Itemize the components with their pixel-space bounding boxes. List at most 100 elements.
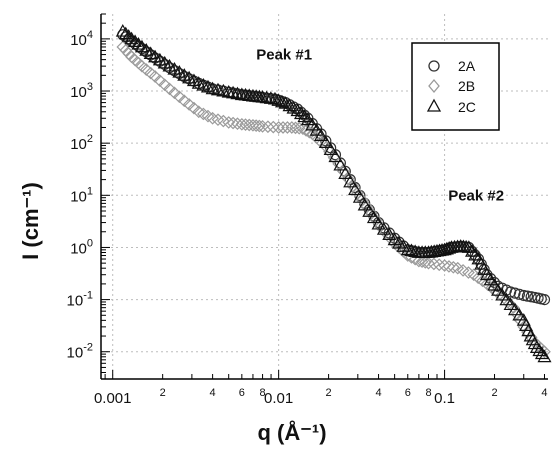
data-point (118, 26, 133, 40)
data-series (115, 24, 552, 363)
x-minor-tick-label: 4 (375, 387, 381, 399)
data-point (532, 343, 547, 357)
data-point (177, 94, 191, 108)
data-point (348, 182, 363, 196)
data-point (376, 222, 391, 235)
data-point (432, 258, 446, 272)
data-point (401, 249, 415, 262)
data-point (266, 120, 280, 134)
data-point (408, 244, 423, 258)
data-point (299, 124, 313, 137)
data-point (357, 197, 372, 211)
x-minor-tick-label: 6 (405, 387, 411, 399)
x-minor-tick-label: 8 (260, 387, 266, 399)
data-point (534, 346, 549, 360)
data-point (442, 241, 457, 254)
data-point (255, 90, 270, 103)
data-point (529, 340, 544, 354)
data-point (333, 157, 348, 171)
data-point (371, 216, 386, 230)
data-point (313, 128, 329, 141)
y-tick-label: 101 (70, 185, 93, 205)
x-tick-label: 0.01 (264, 390, 293, 407)
legend-entry-2b: 2B (428, 78, 475, 94)
data-point (418, 256, 432, 269)
data-point (491, 283, 506, 296)
y-tick-label: 104 (70, 29, 93, 49)
data-point (513, 288, 525, 300)
legend-circle-marker (428, 60, 440, 72)
legend-entry-2c: 2C (426, 98, 476, 115)
data-point (296, 122, 310, 135)
data-point (323, 142, 338, 156)
data-point (382, 227, 397, 240)
data-point (499, 292, 514, 306)
y-tick-label: 102 (70, 133, 93, 153)
legend: 2A 2B 2C (411, 42, 500, 131)
x-minor-tick-label: 2 (160, 387, 166, 399)
data-point (274, 94, 290, 108)
peak-1-annotation: Peak #1 (256, 47, 312, 64)
legend-label-2c: 2C (458, 99, 476, 115)
data-point (338, 166, 353, 179)
data-point (309, 123, 324, 136)
data-point (267, 91, 282, 105)
data-point (168, 86, 181, 100)
data-point (305, 117, 320, 131)
x-tick-label: 0.001 (94, 390, 132, 407)
data-point (253, 119, 266, 133)
x-minor-tick-label: 8 (425, 387, 431, 399)
x-minor-tick-label: 4 (210, 387, 216, 399)
data-point (221, 84, 236, 98)
data-point (362, 204, 377, 217)
legend-entry-2a: 2A (428, 58, 476, 74)
data-point (163, 82, 176, 96)
data-point (422, 256, 435, 270)
data-point (271, 93, 286, 106)
y-tick-label: 103 (70, 81, 93, 101)
x-minor-tick-label: 2 (326, 387, 332, 399)
data-point (226, 85, 241, 99)
data-point (259, 90, 274, 104)
data-point (300, 112, 315, 126)
x-minor-tick-label: 4 (541, 387, 547, 399)
data-point (341, 172, 355, 186)
legend-triangle-marker (426, 98, 442, 112)
data-point (480, 277, 494, 291)
axes: 0.001 0.01 0.1 2 4 6 8 2 4 6 8 2 4 104 103 102 101 100 10-… (67, 13, 548, 407)
x-tick-label: 0.1 (434, 390, 455, 407)
data-point (292, 121, 306, 135)
x-minor-tick-label: 2 (491, 387, 497, 399)
data-point (182, 98, 196, 111)
data-point (537, 349, 552, 363)
data-point (427, 257, 441, 271)
data-point (495, 287, 510, 301)
data-point (438, 259, 451, 272)
data-point (128, 34, 143, 47)
data-point (521, 290, 534, 302)
peak-2-annotation: Peak #2 (448, 187, 504, 204)
legend-label-2b: 2B (458, 78, 475, 94)
data-point (488, 276, 500, 289)
y-axis-label: I (cm⁻¹) (18, 182, 43, 260)
data-point (173, 90, 186, 104)
data-point (366, 210, 381, 224)
data-point (231, 117, 244, 131)
data-point (115, 24, 130, 37)
data-point (263, 91, 278, 104)
data-point (352, 190, 367, 203)
data-point (485, 281, 499, 295)
data-point (518, 289, 530, 302)
series-2c (115, 24, 552, 363)
data-point (187, 101, 201, 115)
legend-diamond-marker (428, 78, 440, 94)
data-point (131, 37, 146, 50)
x-axis-label: q (Å⁻¹) (257, 419, 326, 445)
data-point (124, 31, 139, 45)
data-point (297, 109, 312, 123)
data-point (343, 174, 358, 188)
data-point (400, 242, 415, 256)
y-tick-label: 100 (70, 237, 93, 257)
data-point (404, 243, 419, 257)
